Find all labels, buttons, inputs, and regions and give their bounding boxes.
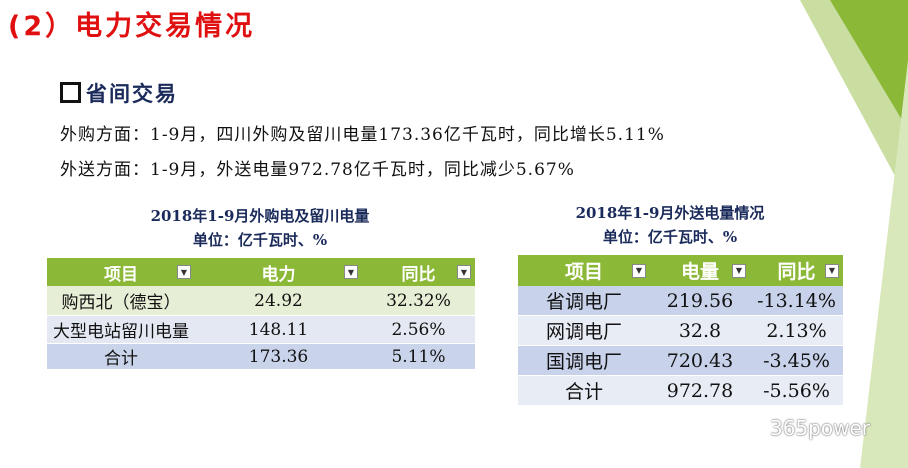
table-title: 2018年1-9月外送电量情况: [575, 204, 765, 222]
table-cell: 720.43: [650, 346, 750, 376]
table-cell: 32.32%: [362, 286, 475, 316]
watermark: 365power: [770, 416, 870, 440]
table-unit: 单位：亿千瓦时、%: [192, 231, 328, 249]
table-title: 2018年1-9月外购电及留川电量: [150, 207, 370, 225]
table-cell: 32.8: [650, 316, 750, 346]
table-cell: 网调电厂: [518, 316, 650, 346]
triangle: [860, 60, 908, 468]
dropdown: ▼: [177, 265, 191, 279]
table-cell: 2.13%: [750, 316, 843, 346]
table-cell: -5.56%: [750, 376, 843, 406]
text-line: 外购方面：1-9月，四川外购及留川电量173.36亿千瓦时，同比增长5.11%: [60, 125, 665, 145]
table-header: 项目: [47, 258, 195, 286]
dropdown: ▼: [732, 263, 746, 278]
table-cell: 219.56: [650, 286, 750, 316]
dropdown: ▼: [344, 265, 358, 279]
dropdown: ▼: [632, 263, 646, 278]
table-cell: 合计: [47, 344, 195, 370]
table-header: 项目: [518, 255, 650, 286]
table-cell: 省调电厂: [518, 286, 650, 316]
table-cell: 24.92: [195, 286, 362, 316]
table-cell: 972.78: [650, 376, 750, 406]
table-cell: 国调电厂: [518, 346, 650, 376]
dropdown: ▼: [457, 265, 471, 279]
dropdown: ▼: [825, 263, 839, 278]
table-cell: 购西北（德宝）: [47, 286, 195, 316]
table-cell: 大型电站留川电量: [47, 316, 195, 344]
table-cell: -3.45%: [750, 346, 843, 376]
table-cell: 2.56%: [362, 316, 475, 344]
text-line: 外送方面：1-9月，外送电量972.78亿千瓦时，同比减少5.67%: [60, 160, 575, 180]
title: (2）电力交易情况: [8, 11, 256, 42]
table-unit: 单位：亿千瓦时、%: [602, 228, 738, 246]
table-cell: -13.14%: [750, 286, 843, 316]
bullet-box: [60, 82, 81, 103]
table-cell: 合计: [518, 376, 650, 406]
table-cell: 5.11%: [362, 344, 475, 370]
table-header: 电力: [195, 258, 362, 286]
triangle: [830, 0, 908, 130]
table-header: 同比: [362, 258, 475, 286]
section-heading: 省间交易: [86, 81, 178, 106]
table-cell: 173.36: [195, 344, 362, 370]
table-cell: 148.11: [195, 316, 362, 344]
